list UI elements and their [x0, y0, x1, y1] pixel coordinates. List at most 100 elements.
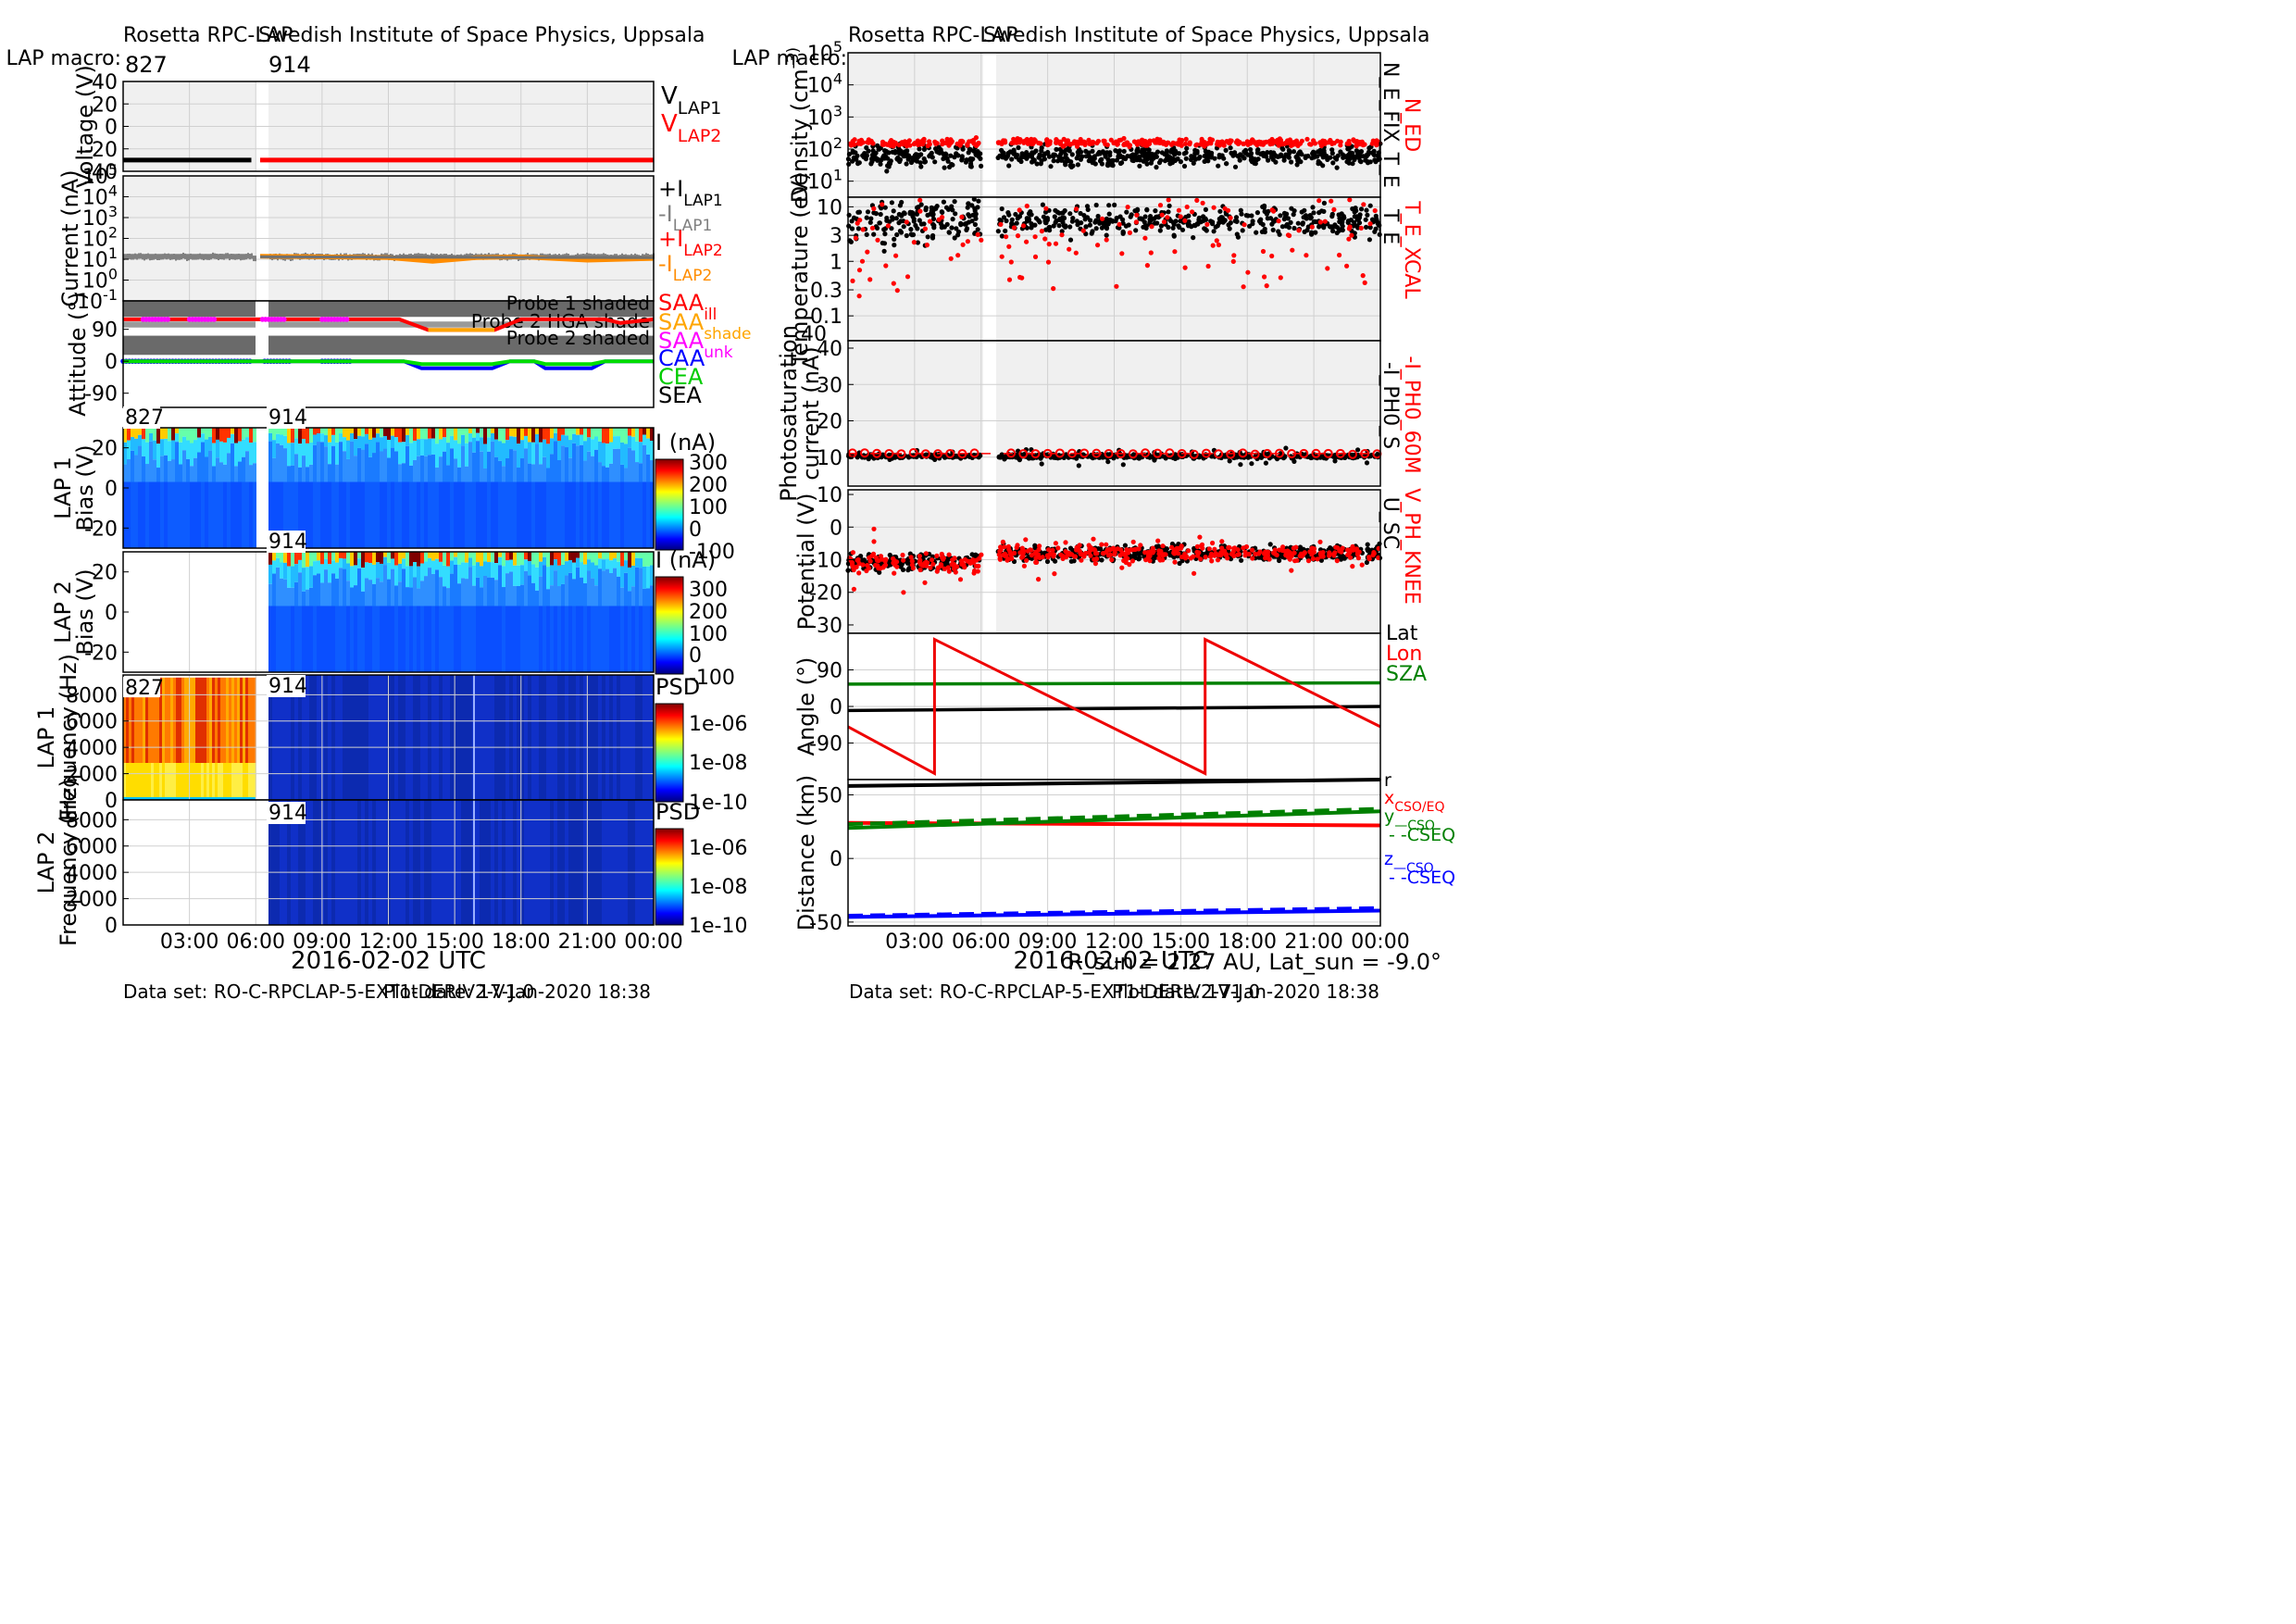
pixel-column [487, 562, 491, 578]
pixel-column [339, 800, 343, 925]
pixel-column [294, 675, 298, 800]
pixel-column [280, 675, 283, 800]
series-saa [123, 317, 655, 332]
data-point [914, 211, 920, 217]
data-point [1321, 225, 1327, 231]
data-point [917, 160, 923, 166]
data-point [864, 231, 869, 237]
pixel-column [568, 800, 572, 925]
data-point [1006, 244, 1012, 249]
data-point [1204, 221, 1210, 227]
pixel-column [231, 763, 234, 797]
pixel-column [643, 800, 646, 925]
pixel-column [320, 564, 324, 583]
pixel-column [494, 481, 498, 548]
pixel-column [517, 443, 520, 468]
data-point [1352, 138, 1357, 144]
data-point [1320, 163, 1326, 169]
pixel-column [457, 583, 461, 606]
pixel-column [531, 675, 535, 800]
pixel-column [605, 800, 609, 925]
pixel-column [219, 441, 223, 463]
data-point [1354, 144, 1359, 149]
pixel-column [343, 428, 346, 438]
data-point [865, 209, 871, 215]
pixel-column [517, 468, 520, 482]
pixel-column [535, 481, 539, 548]
pixel-column [391, 447, 394, 482]
pixel-column [472, 565, 476, 586]
pixel-column [420, 481, 424, 548]
pixel-column [443, 437, 446, 452]
data-point [1146, 147, 1152, 153]
pixel-column [520, 552, 524, 566]
data-point [603, 253, 605, 259]
pixel-column [465, 579, 468, 606]
data-point [1047, 224, 1053, 230]
data-point [1194, 148, 1200, 154]
pixel-column [276, 606, 280, 672]
data-point [1349, 153, 1354, 158]
pixel-column [335, 606, 339, 672]
pixel-column [182, 428, 186, 437]
pixel-column [283, 448, 287, 482]
pixel-column [439, 577, 443, 606]
data-point [936, 217, 942, 222]
pixel-column [509, 571, 513, 606]
pixel-column [528, 561, 531, 576]
pixel-column [483, 606, 487, 672]
data-point [1254, 140, 1260, 145]
data-point [1067, 237, 1074, 243]
pixel-column [635, 606, 639, 672]
pixel-column [272, 606, 276, 672]
data-point [942, 224, 947, 230]
pixel-column [539, 464, 543, 482]
data-point [922, 226, 929, 231]
pixel-column [483, 561, 487, 577]
y-tick-label: 6000 [66, 836, 118, 859]
pixel-column [591, 562, 594, 579]
pixel-column [413, 606, 417, 672]
pixel-column [380, 675, 383, 800]
pixel-column [142, 481, 145, 548]
data-point [886, 452, 892, 457]
pixel-column [309, 675, 313, 800]
pixel-column [598, 441, 602, 463]
data-point [1254, 210, 1260, 216]
pixel-column [317, 675, 320, 800]
pixel-column [591, 456, 594, 482]
pixel-column [424, 800, 428, 925]
pixel-column [218, 677, 220, 797]
data-point [1330, 160, 1336, 166]
pixel-column [646, 606, 650, 672]
pixel-column [229, 763, 231, 797]
data-point [850, 278, 855, 283]
pixel-column [272, 800, 276, 925]
pixel-column [205, 456, 208, 482]
pixel-column [557, 552, 561, 566]
data-point [1365, 212, 1370, 218]
pixel-column [472, 585, 476, 606]
pixel-column [420, 563, 424, 581]
pixel-column [580, 428, 583, 435]
data-point [1015, 233, 1021, 239]
pixel-column [531, 582, 535, 606]
data-point [878, 211, 883, 218]
pixel-column [498, 428, 502, 442]
pixel-column [598, 428, 602, 442]
data-point [965, 205, 970, 210]
data-point [881, 248, 887, 254]
data-point [1176, 207, 1181, 213]
data-point [910, 231, 917, 238]
pixel-column [280, 800, 283, 925]
pixel-column [461, 562, 465, 579]
pixel-column [631, 552, 635, 566]
data-point [894, 231, 900, 238]
pixel-column [572, 481, 576, 548]
pixel-column [420, 438, 424, 456]
pixel-column [302, 428, 306, 440]
data-point [211, 317, 218, 322]
data-point [1117, 153, 1123, 158]
lap2-freq-late-image [268, 800, 654, 925]
pixel-column [268, 675, 272, 800]
